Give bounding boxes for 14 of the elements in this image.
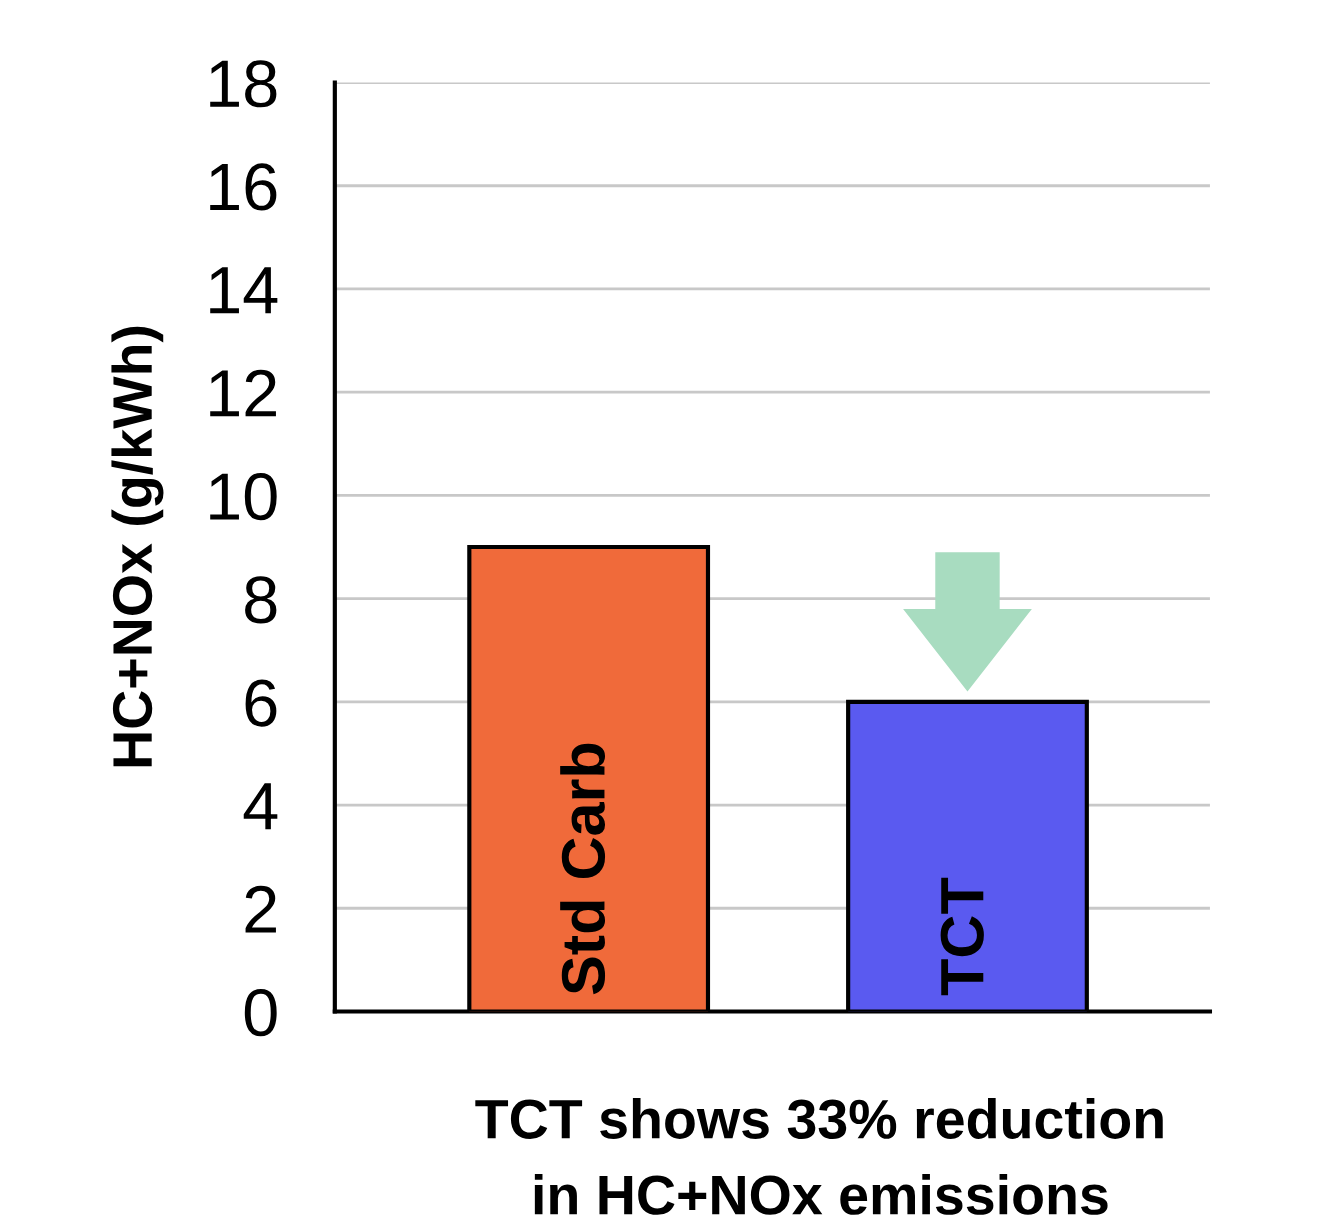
- x-tick-label: Std Carb: [560, 743, 606, 995]
- y-tick-label: 6: [245, 679, 277, 727]
- y-axis-title: HC+NOx (g/kWh): [111, 326, 164, 767]
- y-tick-label: 18: [210, 60, 277, 108]
- y-tick-label: 4: [243, 783, 278, 830]
- y-tick-label: 8: [245, 576, 277, 624]
- text: TCT shows 33% reduction in HC+NOx emissions: [475, 1098, 1163, 1215]
- y-tick-label: 0: [244, 989, 277, 1037]
- y-tick-label: 14: [210, 267, 278, 314]
- x-tick-label: TCT: [940, 877, 984, 996]
- y-tick-label: 10: [210, 473, 277, 521]
- y-tick-label: 16: [210, 163, 277, 211]
- y-tick-label: 12: [210, 369, 276, 417]
- y-tick-label: 2: [245, 885, 276, 933]
